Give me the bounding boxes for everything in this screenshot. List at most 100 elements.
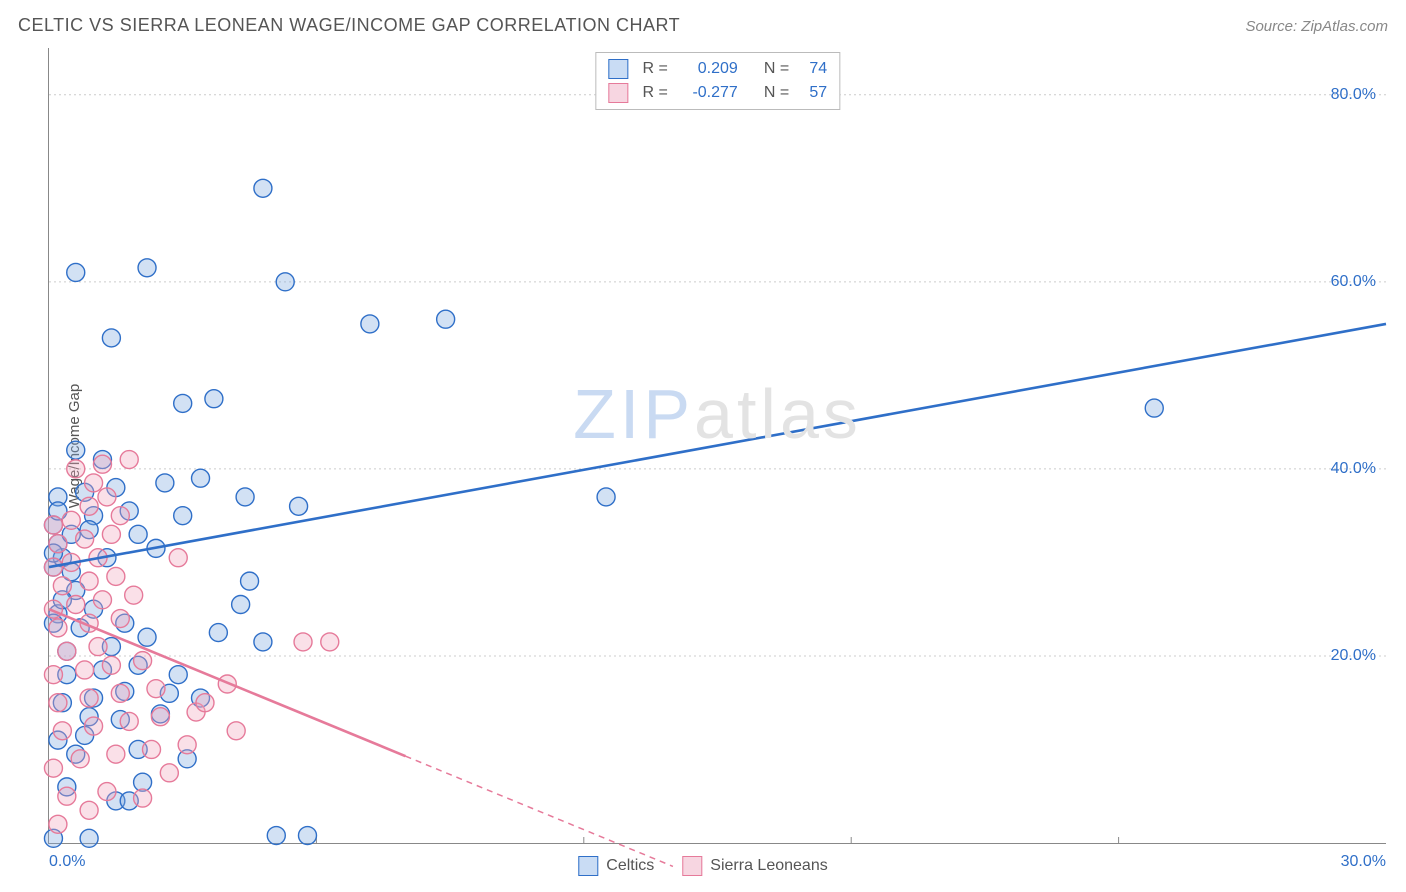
r-value: 0.209 [674,60,738,78]
scatter-point [294,633,312,651]
scatter-point [321,633,339,651]
scatter-point [205,390,223,408]
scatter-point [174,394,192,412]
scatter-point [138,259,156,277]
scatter-point [89,638,107,656]
n-label: N = [764,60,789,78]
r-value: -0.277 [674,84,738,102]
scatter-point [120,451,138,469]
chart-title: CELTIC VS SIERRA LEONEAN WAGE/INCOME GAP… [18,15,680,36]
header: CELTIC VS SIERRA LEONEAN WAGE/INCOME GAP… [18,15,1388,36]
scatter-point [192,469,210,487]
scatter-point [44,516,62,534]
legend-bottom-item: Celtics [578,856,654,876]
scatter-point [102,525,120,543]
legend-top-row: R =-0.277N =57 [608,81,827,105]
scatter-point [76,530,94,548]
scatter-point [44,666,62,684]
scatter-point [93,455,111,473]
n-label: N = [764,84,789,102]
scatter-point [67,441,85,459]
x-tick-label: 30.0% [1341,853,1386,871]
scatter-point [49,694,67,712]
scatter-point [361,315,379,333]
y-tick-label: 20.0% [1331,647,1376,665]
scatter-point [111,610,129,628]
scatter-point [241,572,259,590]
scatter-point [53,722,71,740]
source-label: Source: ZipAtlas.com [1245,18,1388,35]
x-tick-label: 0.0% [49,853,85,871]
scatter-point [597,488,615,506]
scatter-point [129,525,147,543]
scatter-point [93,591,111,609]
scatter-point [44,600,62,618]
scatter-point [254,179,272,197]
scatter-point [107,567,125,585]
scatter-point [120,712,138,730]
scatter-point [53,577,71,595]
scatter-point [232,596,250,614]
scatter-point [138,628,156,646]
r-label: R = [634,84,668,102]
r-label: R = [634,60,668,78]
scatter-point [67,596,85,614]
y-tick-label: 80.0% [1331,86,1376,104]
scatter-chart [49,48,1386,843]
scatter-point [71,750,89,768]
scatter-point [169,666,187,684]
scatter-point [80,689,98,707]
scatter-point [80,829,98,847]
scatter-point [227,722,245,740]
scatter-point [102,656,120,674]
scatter-point [85,717,103,735]
scatter-point [49,535,67,553]
scatter-point [49,619,67,637]
scatter-point [125,586,143,604]
scatter-point [209,624,227,642]
scatter-point [76,661,94,679]
scatter-point [254,633,272,651]
scatter-point [111,684,129,702]
scatter-point [102,329,120,347]
scatter-point [67,263,85,281]
scatter-point [236,488,254,506]
scatter-point [196,694,214,712]
plot-area: ZIPatlas R =0.209N =74R =-0.277N =57 20.… [48,48,1386,844]
scatter-point [147,680,165,698]
y-tick-label: 60.0% [1331,273,1376,291]
scatter-point [174,507,192,525]
scatter-point [134,789,152,807]
y-tick-label: 40.0% [1331,460,1376,478]
legend-label: Sierra Leoneans [710,857,827,875]
scatter-point [98,783,116,801]
scatter-point [107,745,125,763]
correlation-legend: R =0.209N =74R =-0.277N =57 [595,52,840,110]
legend-swatch [608,59,628,79]
legend-bottom-item: Sierra Leoneans [682,856,827,876]
scatter-point [160,764,178,782]
scatter-point [98,488,116,506]
scatter-point [58,787,76,805]
n-value: 74 [795,60,827,78]
scatter-point [276,273,294,291]
legend-label: Celtics [606,857,654,875]
scatter-point [134,652,152,670]
scatter-point [143,740,161,758]
legend-swatch [608,83,628,103]
scatter-point [80,497,98,515]
scatter-point [298,827,316,845]
scatter-point [178,736,196,754]
trend-line-dashed [406,756,673,866]
scatter-point [62,511,80,529]
series-legend: Celtics Sierra Leoneans [578,856,827,876]
legend-swatch [578,856,598,876]
scatter-point [67,460,85,478]
legend-swatch [682,856,702,876]
scatter-point [151,708,169,726]
scatter-point [1145,399,1163,417]
scatter-point [80,572,98,590]
scatter-point [290,497,308,515]
scatter-point [58,642,76,660]
scatter-point [49,815,67,833]
